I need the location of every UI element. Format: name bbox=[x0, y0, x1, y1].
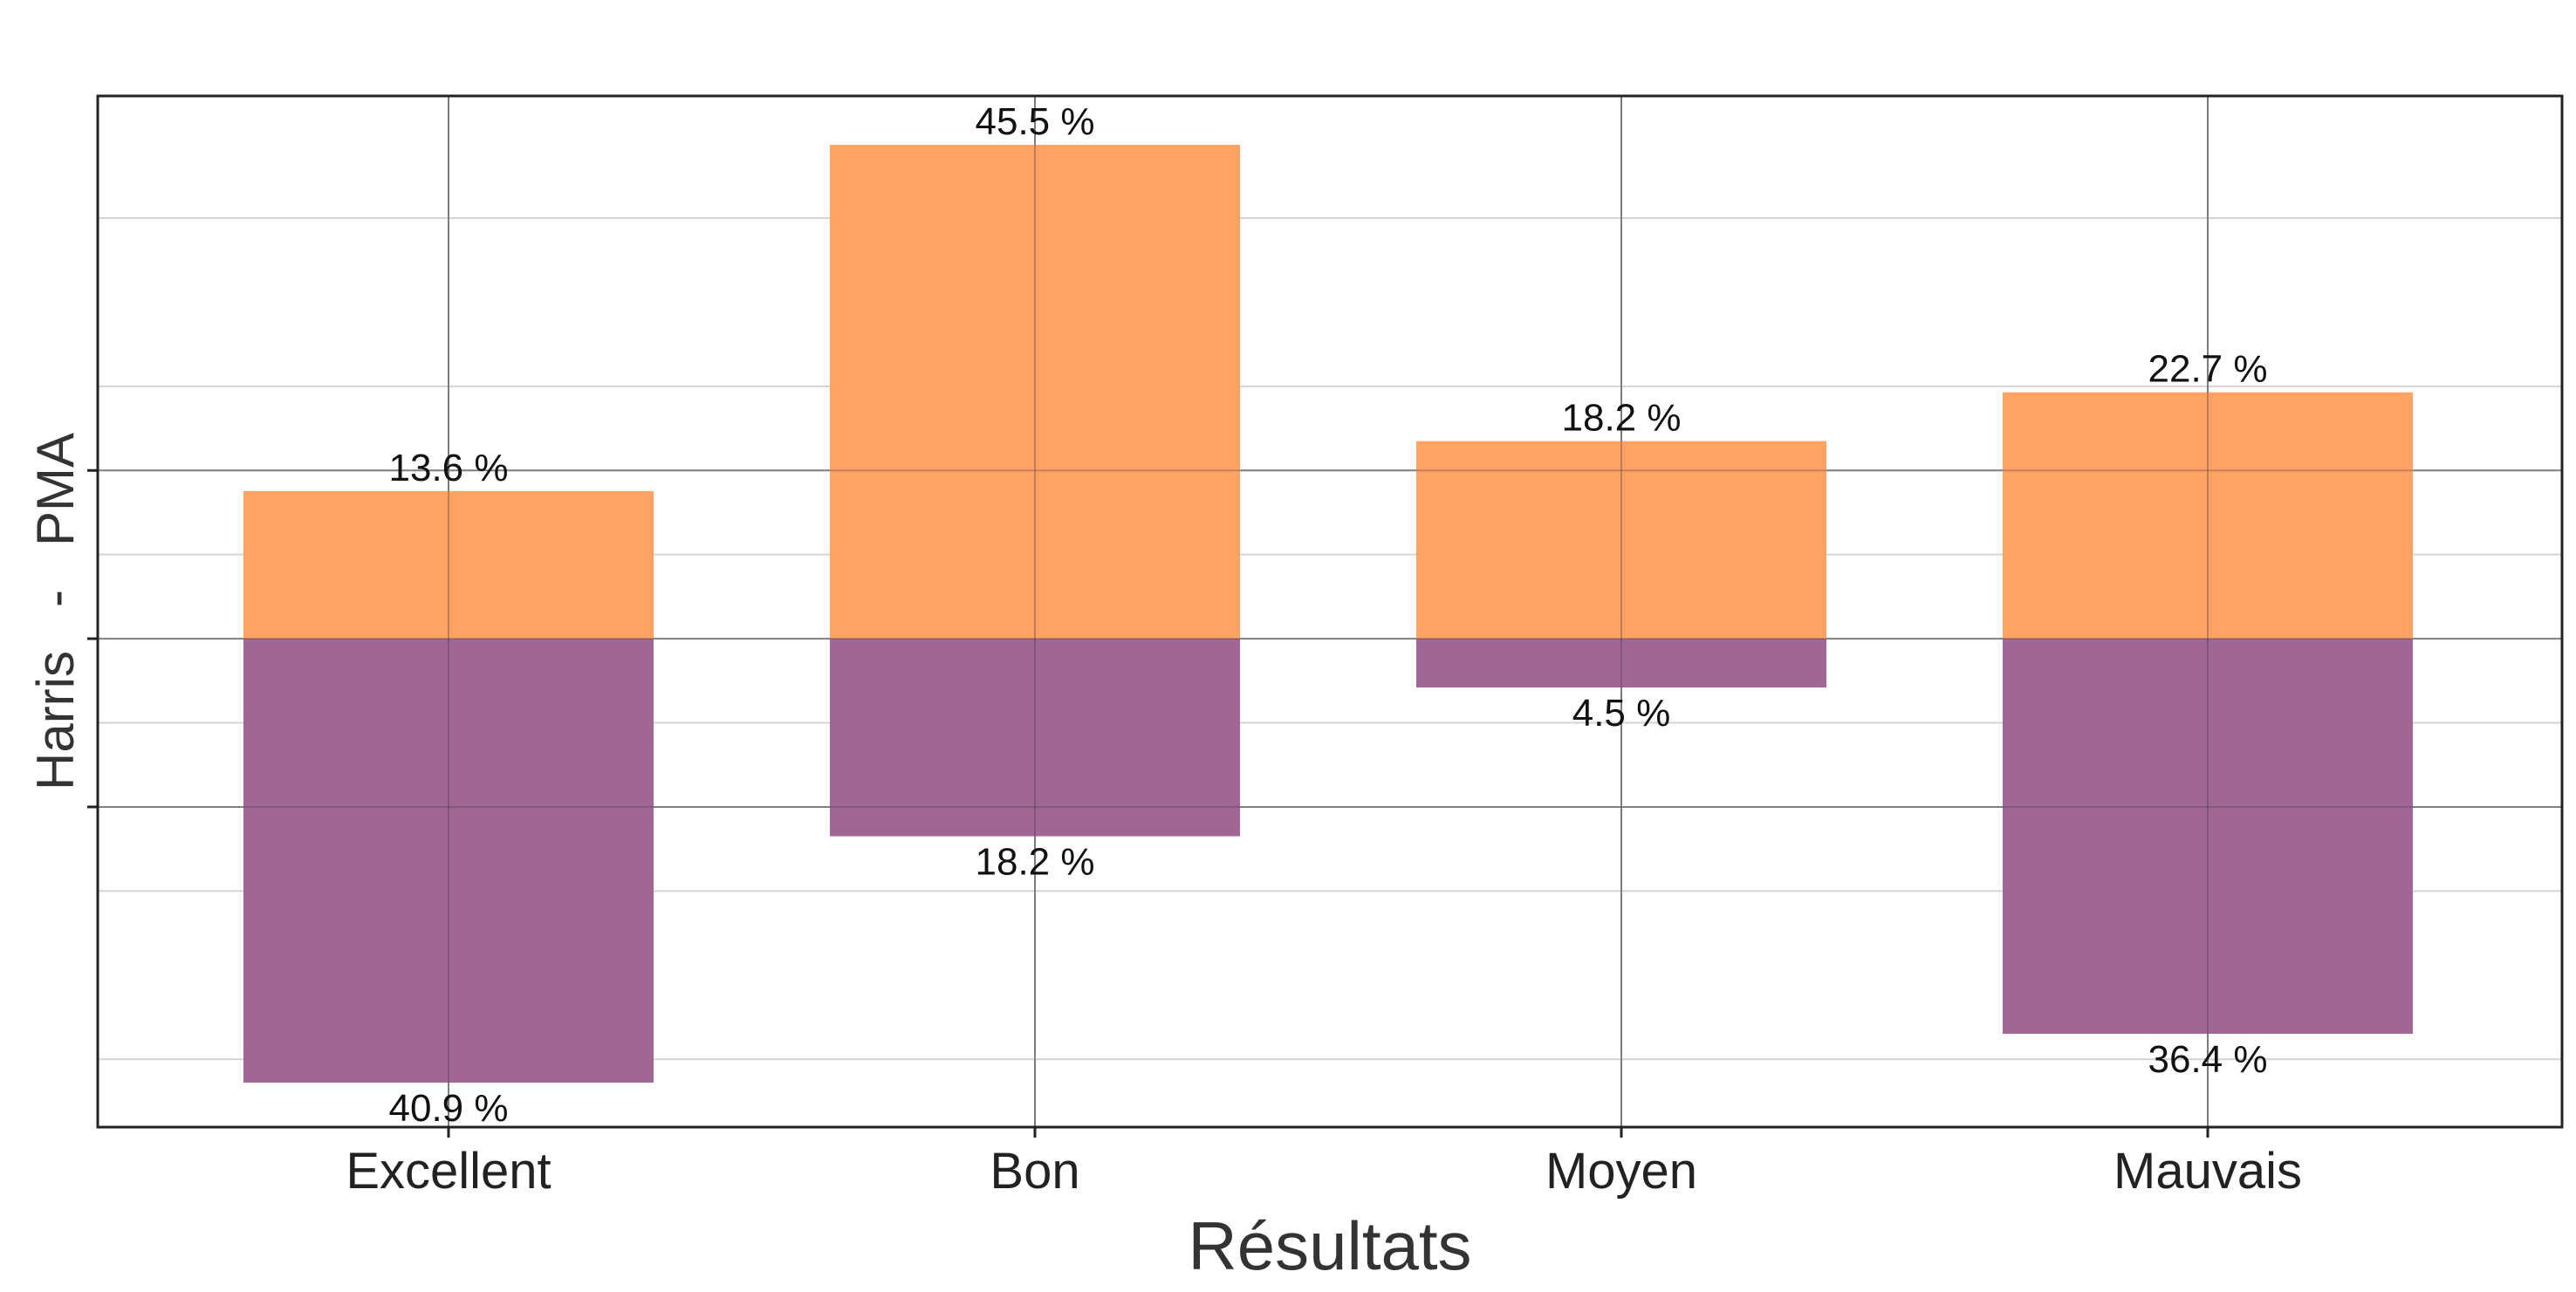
data-label: 45.5 % bbox=[976, 100, 1095, 143]
bar-lower-excellent bbox=[243, 639, 654, 1083]
data-label: 18.2 % bbox=[1562, 397, 1682, 440]
x-tick-label: Excellent bbox=[346, 1143, 551, 1200]
data-label: 18.2 % bbox=[976, 841, 1095, 884]
data-labels-layer: 13.6 % 40.9 % 45.5 % 18.2 % 18.2 % 4.5 % 22.7 … bbox=[389, 100, 2268, 1130]
data-label: 22.7 % bbox=[2148, 348, 2268, 391]
bar-upper-bon bbox=[830, 144, 1240, 639]
bars-layer bbox=[98, 96, 2562, 1127]
data-label: 13.6 % bbox=[389, 447, 509, 489]
bar-lower-bon bbox=[830, 639, 1240, 837]
x-tick-label: Mauvais bbox=[2114, 1143, 2302, 1200]
data-label: 4.5 % bbox=[1572, 692, 1671, 735]
bar-upper-mauvais bbox=[2003, 392, 2413, 639]
bar-lower-moyen bbox=[1416, 639, 1826, 688]
data-label: 36.4 % bbox=[2148, 1038, 2268, 1081]
data-label: 40.9 % bbox=[389, 1087, 509, 1130]
x-tick-label: Bon bbox=[990, 1143, 1079, 1200]
plot-frame bbox=[96, 94, 2564, 1129]
axis-ticks-layer: Excellent Bon Moyen Mauvais bbox=[87, 468, 2302, 1200]
bar-upper-moyen bbox=[1416, 441, 1826, 639]
bar-upper-excellent bbox=[243, 490, 654, 639]
x-axis-title: Résultats bbox=[1188, 1207, 1471, 1284]
bar-lower-mauvais bbox=[2003, 639, 2413, 1034]
y-axis-title: Harris - PMA bbox=[26, 433, 85, 790]
x-tick-label: Moyen bbox=[1545, 1143, 1697, 1200]
